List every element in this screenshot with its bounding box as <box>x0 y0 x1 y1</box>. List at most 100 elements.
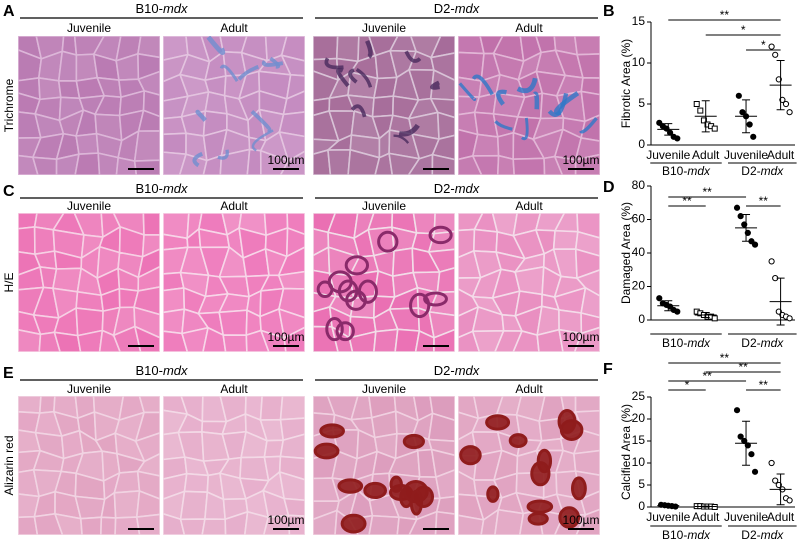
group-suffix: mdx <box>687 528 711 542</box>
muscle-fiber <box>471 330 505 352</box>
muscle-fiber <box>396 516 418 535</box>
muscle-fiber <box>347 148 381 175</box>
stain-streak <box>365 39 373 59</box>
group-prefix: D2- <box>434 181 455 196</box>
muscle-fiber <box>576 213 600 239</box>
group-suffix: mdx <box>761 164 785 178</box>
stain-streak <box>336 67 350 88</box>
data-point <box>750 133 757 140</box>
muscle-fiber <box>574 396 600 413</box>
muscle-fiber <box>458 514 485 535</box>
error-bar <box>701 505 710 508</box>
muscle-fiber <box>279 396 305 421</box>
stained-fiber <box>337 478 364 494</box>
stain-streak <box>404 50 422 63</box>
muscle-fiber <box>135 489 160 518</box>
muscle-fiber <box>201 518 227 535</box>
stain-streak <box>195 109 207 122</box>
y-axis-label: Fibrotic Area (%) <box>619 39 633 128</box>
muscle-fiber <box>179 490 209 521</box>
muscle-fiber <box>573 36 600 56</box>
panel-letter: D <box>603 179 615 196</box>
muscle-fiber <box>433 213 455 235</box>
histology-image <box>18 36 160 175</box>
histology-image <box>18 213 160 352</box>
muscle-fiber <box>136 452 160 477</box>
data-point <box>735 92 742 99</box>
group-prefix: B10- <box>135 181 162 196</box>
age-label: Juvenile <box>362 199 406 213</box>
stained-fiber <box>570 476 587 501</box>
muscle-fiber <box>134 411 160 443</box>
muscle-fiber <box>245 329 270 352</box>
muscle-fiber <box>536 328 564 352</box>
group-label: B10-mdx <box>135 363 188 378</box>
muscle-fiber <box>137 109 160 132</box>
muscle-fiber <box>224 510 249 535</box>
y-tick-label: 40 <box>632 245 646 259</box>
stain-streak <box>494 120 513 131</box>
y-tick-label: 20 <box>632 411 646 425</box>
muscle-fiber <box>543 155 564 175</box>
data-point <box>751 468 759 475</box>
muscle-fiber <box>480 508 500 535</box>
muscle-fiber <box>394 328 421 352</box>
muscle-fiber <box>429 97 455 119</box>
data-point <box>779 96 786 104</box>
data-point <box>693 101 700 107</box>
muscle-fiber <box>471 154 500 175</box>
muscle-fiber <box>137 36 160 59</box>
error-bar <box>664 504 673 508</box>
significance-label: ** <box>759 378 769 392</box>
data-point <box>748 451 755 458</box>
group-suffix: mdx <box>687 164 711 178</box>
muscle-fiber <box>18 154 39 175</box>
muscle-fiber <box>371 95 395 118</box>
stained-fiber <box>459 445 482 466</box>
muscle-fiber <box>18 226 36 256</box>
group-suffix: mdx <box>163 363 188 378</box>
x-tick-label: Juvenile <box>724 148 768 162</box>
muscle-fiber <box>163 151 188 175</box>
y-tick-label: 0 <box>638 499 645 513</box>
muscle-fiber <box>53 512 83 535</box>
significance-label: ** <box>759 194 769 208</box>
muscle-fiber <box>218 309 248 336</box>
muscle-fiber <box>163 132 187 156</box>
histology-image <box>313 396 455 535</box>
stain-streak <box>217 149 229 160</box>
stained-fiber <box>428 225 453 245</box>
muscle-fiber <box>429 36 455 59</box>
muscle-fiber <box>31 156 58 175</box>
scale-bar-label: 100µm <box>268 513 305 527</box>
muscle-fiber <box>580 286 600 319</box>
histology-image <box>458 396 600 535</box>
error-bar <box>742 213 751 242</box>
muscle-fiber <box>133 159 160 175</box>
data-point <box>733 407 741 414</box>
group-suffix: mdx <box>163 1 188 16</box>
age-label: Adult <box>515 199 543 213</box>
muscle-fiber <box>573 449 600 476</box>
muscle-fiber <box>202 154 223 175</box>
stain-streak <box>521 117 529 141</box>
muscle-fiber <box>574 137 600 161</box>
data-point <box>768 43 775 50</box>
error-bar <box>776 473 785 506</box>
data-point <box>656 295 663 302</box>
muscle-fiber <box>114 516 141 535</box>
muscle-fiber <box>57 50 78 82</box>
stained-fiber <box>345 289 367 311</box>
histology-image <box>458 36 600 175</box>
stain-streak <box>206 36 226 55</box>
stain-streak <box>398 123 420 137</box>
age-label: Juvenile <box>362 21 406 35</box>
panel-letter: E <box>3 365 14 382</box>
significance-label: * <box>685 378 690 392</box>
muscle-fiber <box>163 287 186 314</box>
muscle-fiber <box>494 508 525 535</box>
muscle-fiber <box>79 516 103 535</box>
group-prefix: D2- <box>741 528 760 542</box>
muscle-fiber <box>133 306 160 339</box>
